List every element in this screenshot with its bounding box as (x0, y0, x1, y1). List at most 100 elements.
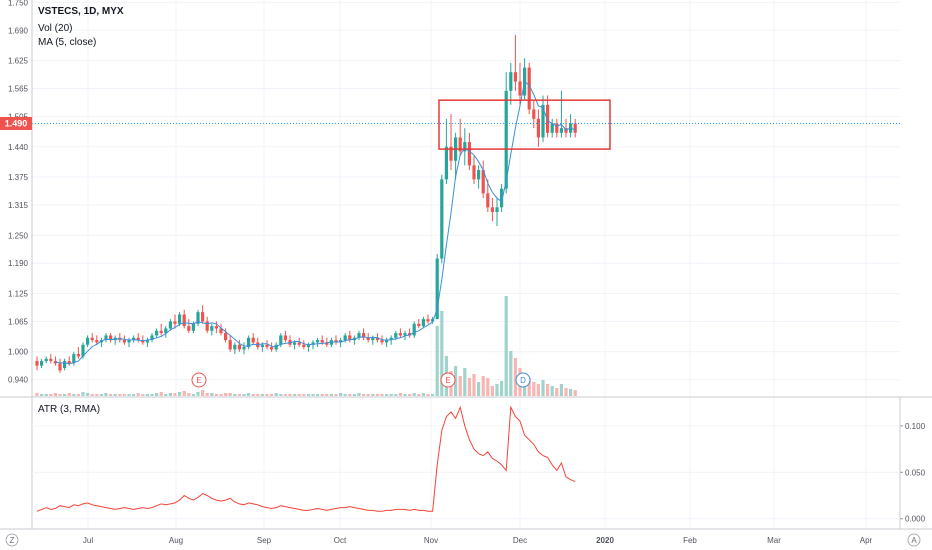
candle-body (260, 344, 264, 348)
candle-body (219, 328, 223, 334)
candle-body (270, 347, 274, 350)
volume-bar (113, 394, 117, 396)
price-axis[interactable]: 1.7501.6901.6251.5651.5051.4401.3751.315… (8, 0, 29, 385)
volume-bar (81, 392, 85, 396)
ticker-title[interactable]: VSTECS, 1D, MYX (38, 6, 124, 17)
price-tick-label: 1.565 (8, 85, 29, 94)
candle-body (477, 170, 481, 180)
volume-bar (76, 394, 80, 396)
volume-bar (477, 382, 481, 396)
candle-body (104, 335, 108, 341)
candle-body (136, 337, 140, 341)
price-tick-label: 1.065 (8, 317, 29, 326)
time-tick-label: Aug (169, 536, 183, 545)
price-tick-label: 1.190 (8, 259, 29, 268)
price-tick-label: 1.690 (8, 26, 29, 35)
volume-bar (224, 393, 228, 396)
time-tick-label: Mar (767, 536, 781, 545)
volume-bars (35, 296, 577, 396)
candle-body (187, 326, 191, 331)
volume-bar (509, 351, 513, 396)
candle-body (316, 340, 320, 343)
event-marker-label: E (445, 376, 450, 385)
volume-bar (467, 378, 471, 396)
candle-body (518, 81, 522, 96)
candle-body (343, 335, 347, 341)
time-axis[interactable]: Jul Aug Sep Oct Nov Dec 2020 Feb Mar Apr (83, 536, 873, 545)
volume-bar (228, 393, 232, 396)
volume-bar (412, 393, 416, 396)
candle-body (228, 340, 232, 350)
candle-body (237, 344, 241, 350)
volume-bar (256, 394, 260, 396)
candle-body (90, 337, 94, 341)
time-tick-label: Feb (683, 536, 697, 545)
volume-bar (440, 311, 444, 396)
current-price-label: 1.490 (5, 118, 28, 128)
candle-body (550, 123, 554, 133)
candle-body (348, 335, 352, 341)
volume-bar (182, 391, 186, 396)
volume-bar (164, 394, 168, 396)
volume-bar (316, 394, 320, 396)
volume-bar (371, 394, 375, 396)
candle-body (449, 146, 453, 161)
candle-body (95, 340, 99, 343)
candle-body (513, 72, 517, 82)
candle-body (362, 333, 366, 338)
volume-bar (481, 376, 485, 396)
volume-bar (35, 393, 39, 396)
candle-body (320, 340, 324, 343)
volume-bar (63, 394, 67, 396)
ma-legend[interactable]: MA (5, close) (38, 37, 97, 48)
candle-body (224, 333, 228, 341)
volume-bar (150, 394, 154, 396)
time-tick-label: Apr (860, 536, 873, 545)
volume-legend[interactable]: Vol (20) (38, 23, 73, 34)
volume-bar (265, 394, 269, 396)
volume-bar (486, 378, 490, 396)
volume-bar (40, 394, 44, 396)
volume-bar (136, 393, 140, 396)
candles (35, 34, 577, 373)
candle-body (306, 344, 310, 348)
candle-body (417, 323, 421, 327)
zoom-reset-button[interactable]: Z (5, 533, 19, 547)
candle-body (58, 363, 62, 371)
volume-bar (389, 394, 393, 396)
volume-bar (109, 394, 113, 396)
volume-bar (569, 389, 573, 396)
svg-text:Z: Z (10, 536, 15, 545)
price-tick-label: 1.250 (8, 231, 29, 240)
volume-bar (173, 393, 177, 396)
volume-bar (421, 393, 425, 396)
volume-bar (536, 384, 540, 396)
atr-axis[interactable]: 0.100 0.050 0.000 (900, 422, 926, 524)
candle-body (509, 72, 513, 91)
event-marker-circle (191, 372, 207, 388)
volume-bar (472, 374, 476, 396)
candle-body (527, 67, 531, 110)
candle-body (389, 337, 393, 341)
atr-legend[interactable]: ATR (3, RMA) (38, 404, 101, 415)
volume-bar (357, 393, 361, 396)
volume-bar (573, 390, 577, 396)
candle-body (408, 333, 412, 336)
candle-body (375, 337, 379, 341)
candle-body (412, 323, 416, 336)
volume-bar (311, 394, 315, 396)
volume-bar (495, 384, 499, 396)
candle-body (283, 335, 287, 341)
volume-bar (366, 394, 370, 396)
candle-body (141, 340, 145, 343)
candle-body (233, 344, 237, 350)
auto-scale-button[interactable]: A (907, 533, 921, 547)
price-grid (32, 0, 900, 396)
candle-body (463, 142, 467, 152)
volume-bar (463, 368, 467, 396)
candle-body (403, 333, 407, 336)
volume-bar (408, 394, 412, 396)
candle-body (214, 326, 218, 329)
volume-bar (187, 393, 191, 396)
volume-bar (559, 384, 563, 396)
